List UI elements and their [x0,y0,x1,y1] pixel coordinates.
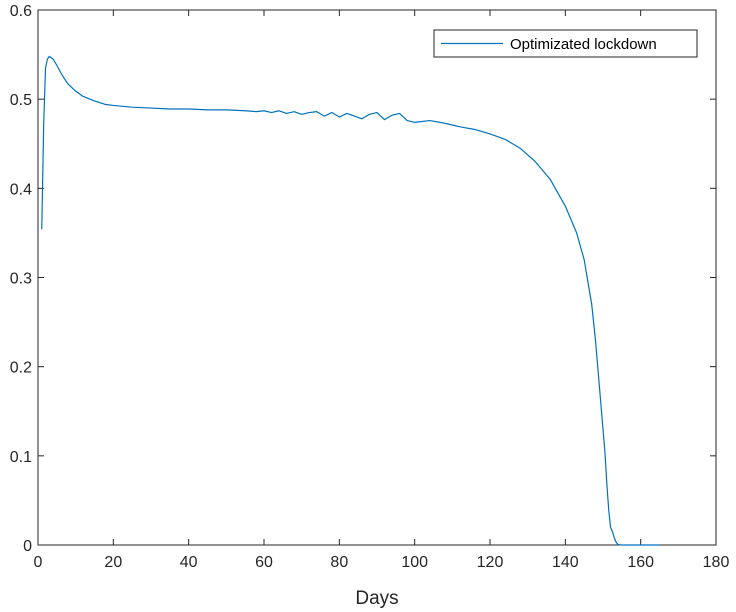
y-tick-label: 0 [23,538,32,555]
x-tick-label: 0 [34,554,43,571]
y-tick-label: 0.2 [10,360,32,377]
x-tick-label: 180 [703,554,730,571]
x-tick-label: 100 [401,554,428,571]
legend: Optimizated lockdown [433,29,698,58]
y-tick-label: 0.4 [10,181,32,198]
y-tick-label: 0.3 [10,271,32,288]
y-tick-label: 0.6 [10,3,32,20]
x-tick-label: 140 [552,554,579,571]
x-tick-label: 80 [330,554,348,571]
y-axis-ticks: 0 0.1 0.2 0.3 0.4 0.5 0.6 [10,3,716,555]
x-axis-label: Days [355,588,398,609]
x-tick-label: 40 [180,554,198,571]
x-tick-label: 60 [255,554,273,571]
x-tick-label: 120 [477,554,504,571]
plot-area [37,9,717,546]
series-layer [41,55,660,546]
y-tick-label: 0.1 [10,449,32,466]
x-tick-label: 20 [104,554,122,571]
series-line [41,55,660,546]
y-tick-label: 0.5 [10,92,32,109]
legend-label: Optimizated lockdown [510,36,657,53]
x-tick-label: 160 [627,554,654,571]
x-axis-ticks: 0 20 40 60 80 100 120 140 160 180 [34,10,730,571]
